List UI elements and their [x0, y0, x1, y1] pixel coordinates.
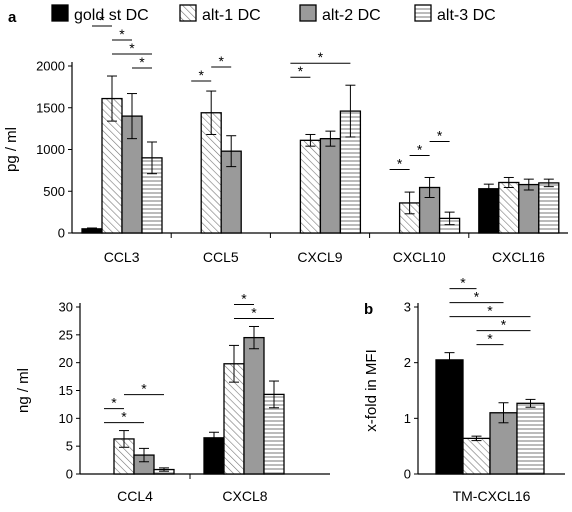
- y-tick-label: 10: [59, 411, 73, 426]
- significance-marker: *: [251, 304, 257, 320]
- legend-swatch: [51, 4, 69, 22]
- y-tick-label: 0: [404, 467, 411, 482]
- y-axis-label: ng / ml: [15, 368, 32, 413]
- bar: [516, 402, 545, 475]
- panel-b-label: b: [364, 301, 373, 318]
- significance-marker: *: [139, 54, 145, 70]
- legend-label: alt-3 DC: [437, 7, 496, 24]
- y-tick-label: 25: [59, 327, 73, 342]
- y-tick-label: 5: [66, 439, 73, 454]
- y-tick-label: 2: [404, 355, 411, 370]
- y-tick-label: 2000: [36, 59, 65, 74]
- category-label: CXCL9: [297, 249, 342, 265]
- legend-label: gold st DC: [74, 7, 149, 24]
- significance-marker: *: [460, 275, 466, 291]
- significance-marker: *: [241, 290, 247, 306]
- significance-marker: *: [298, 63, 304, 79]
- significance-marker: *: [141, 381, 147, 397]
- bar: [538, 182, 560, 234]
- significance-marker: *: [397, 155, 403, 171]
- y-tick-label: 1000: [36, 142, 65, 157]
- bar: [462, 437, 491, 475]
- y-tick-label: 0: [66, 467, 73, 482]
- y-tick-label: 500: [43, 184, 65, 199]
- y-tick-label: 1: [404, 411, 411, 426]
- y-tick-label: 30: [59, 300, 73, 315]
- significance-marker: *: [501, 317, 507, 333]
- bar: [478, 188, 500, 234]
- legend-label: alt-2 DC: [322, 7, 381, 24]
- y-tick-label: 0: [58, 226, 65, 241]
- significance-marker: *: [198, 67, 204, 83]
- significance-marker: *: [129, 40, 135, 56]
- significance-marker: *: [218, 53, 224, 69]
- bar: [299, 139, 322, 234]
- bar: [518, 183, 540, 234]
- significance-marker: *: [437, 127, 443, 143]
- chart-mfi: 0 1 2 3 x-fold in MFI TM-CXCL16 * * * * *: [363, 275, 565, 504]
- bar: [319, 137, 342, 234]
- legend: gold st DC alt-1 DC alt-2 DC alt-3 DC: [51, 4, 496, 24]
- category-label: CCL4: [117, 488, 153, 504]
- category-label: CCL3: [104, 249, 140, 265]
- panel-a-label: a: [8, 9, 17, 26]
- significance-marker: *: [119, 26, 125, 42]
- legend-label: alt-1 DC: [202, 7, 261, 24]
- significance-marker: *: [487, 331, 493, 347]
- category-label: CCL5: [203, 249, 239, 265]
- y-tick-label: 15: [59, 383, 73, 398]
- category-label: CXCL8: [222, 488, 267, 504]
- significance-marker: *: [111, 395, 117, 411]
- y-tick-label: 3: [404, 300, 411, 315]
- category-label: CXCL10: [393, 249, 446, 265]
- significance-marker: *: [474, 289, 480, 305]
- category-label: CXCL16: [492, 249, 545, 265]
- category-label: TM-CXCL16: [453, 488, 531, 504]
- legend-swatch: [179, 4, 197, 22]
- bar: [498, 181, 520, 234]
- y-axis-label: pg / ml: [3, 127, 20, 172]
- significance-marker: *: [318, 49, 324, 65]
- significance-marker: *: [487, 303, 493, 319]
- bar: [435, 359, 464, 475]
- bar: [243, 336, 265, 475]
- legend-swatch: [299, 4, 317, 22]
- significance-marker: *: [417, 141, 423, 157]
- significance-marker: *: [99, 12, 105, 28]
- y-tick-label: 20: [59, 355, 73, 370]
- significance-marker: *: [121, 409, 127, 425]
- legend-swatch: [414, 4, 432, 22]
- y-axis-label: x-fold in MFI: [363, 349, 380, 432]
- y-tick-label: 1500: [36, 100, 65, 115]
